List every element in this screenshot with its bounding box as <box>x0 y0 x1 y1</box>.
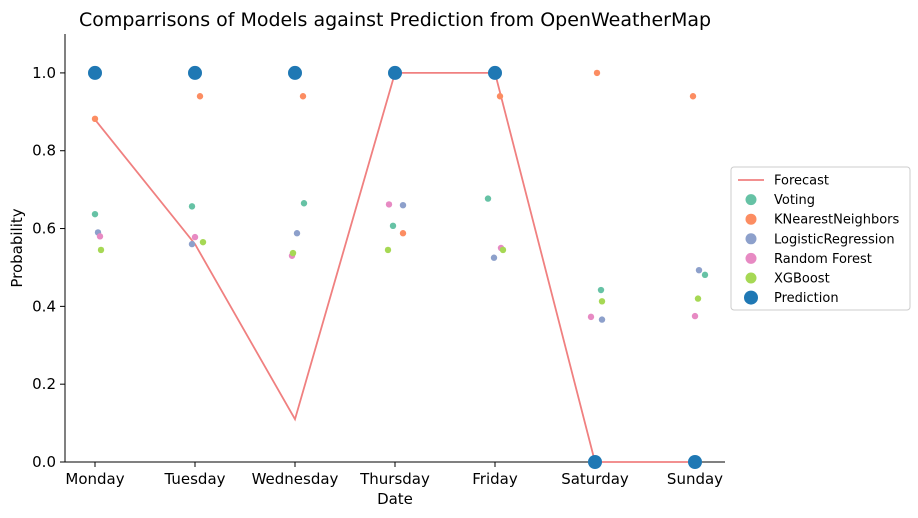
logisticregression-point <box>188 240 196 248</box>
prediction-point <box>388 65 402 80</box>
y-tick-label: 0.8 <box>32 142 56 160</box>
prediction-point <box>488 65 502 80</box>
y-axis-label: Probability <box>8 208 26 287</box>
xgboost-point <box>199 238 207 246</box>
voting-point <box>300 200 308 207</box>
random-forest-point <box>191 233 199 241</box>
legend-marker-logisticregression <box>745 233 757 245</box>
logisticregression-point <box>598 316 606 323</box>
legend-box <box>730 166 911 311</box>
legend-marker-prediction <box>744 290 758 305</box>
chart-title: Comparrisons of Models against Predictio… <box>79 9 711 31</box>
legend-label-prediction: Prediction <box>774 291 839 306</box>
logisticregression-point <box>293 230 301 237</box>
legend-label-voting: Voting <box>774 193 815 208</box>
xgboost-point <box>289 249 297 257</box>
voting-point <box>188 203 196 210</box>
x-tick-label: Wednesday <box>252 470 339 488</box>
knearestneighbors-point <box>689 93 697 100</box>
knearestneighbors-point <box>593 69 601 77</box>
x-tick-label: Monday <box>65 470 124 488</box>
voting-point <box>484 195 492 202</box>
x-tick-label: Friday <box>472 470 518 488</box>
prediction-point <box>688 455 702 469</box>
xgboost-point <box>384 246 392 254</box>
legend-marker-knearestneighbors <box>745 213 757 225</box>
plot-area: 0.0 0.2 0.4 0.6 0.8 1.0 Monday Tuesday Wednesday… <box>32 34 725 488</box>
prediction-point <box>588 455 602 469</box>
knearestneighbors-point <box>496 93 504 100</box>
y-tick-label: 1.0 <box>32 64 56 82</box>
xgboost-point <box>598 298 606 305</box>
legend-label-xgboost: XGBoost <box>774 272 830 287</box>
legend-label-knearestneighbors: KNearestNeighbors <box>774 213 900 228</box>
prediction-point <box>288 65 302 80</box>
x-tick-label: Thursday <box>359 470 430 488</box>
xgboost-point <box>499 246 507 254</box>
prediction-point <box>188 65 202 80</box>
random-forest-point <box>691 312 699 320</box>
legend-marker-random-forest <box>745 252 757 264</box>
logisticregression-point <box>695 266 703 274</box>
xgboost-point <box>694 295 702 302</box>
voting-point <box>91 210 99 218</box>
knearestneighbors-point <box>196 93 204 100</box>
legend-label-forecast: Forecast <box>774 174 829 189</box>
y-tick-label: 0.2 <box>32 375 56 393</box>
x-axis-label: Date <box>377 490 413 508</box>
x-tick-label: Saturday <box>561 470 629 488</box>
x-tick-label: Tuesday <box>163 470 225 488</box>
voting-point <box>597 286 605 294</box>
knearestneighbors-point <box>91 115 99 123</box>
random-forest-point <box>587 313 595 321</box>
voting-point <box>701 271 709 279</box>
legend-marker-xgboost <box>745 272 757 284</box>
voting-point <box>389 222 397 230</box>
legend-label-logisticregression: LogisticRegression <box>774 232 895 247</box>
y-tick-label: 0.6 <box>32 220 56 238</box>
knearestneighbors-point <box>399 230 407 237</box>
random-forest-point <box>96 233 104 240</box>
forecast-line <box>94 72 695 463</box>
y-tick-label: 0.0 <box>32 453 56 471</box>
logisticregression-point <box>399 202 407 209</box>
legend: Forecast Voting KNearestNeighbors LogisticR… <box>730 166 911 311</box>
x-tick-label: Sunday <box>667 470 723 488</box>
random-forest-point <box>385 201 393 208</box>
legend-label-random-forest: Random Forest <box>774 252 872 267</box>
logisticregression-point <box>490 254 498 261</box>
legend-marker-voting <box>745 194 757 206</box>
prediction-point <box>88 65 102 80</box>
knearestneighbors-point <box>299 93 307 100</box>
y-tick-label: 0.4 <box>32 297 56 315</box>
xgboost-point <box>97 246 105 254</box>
